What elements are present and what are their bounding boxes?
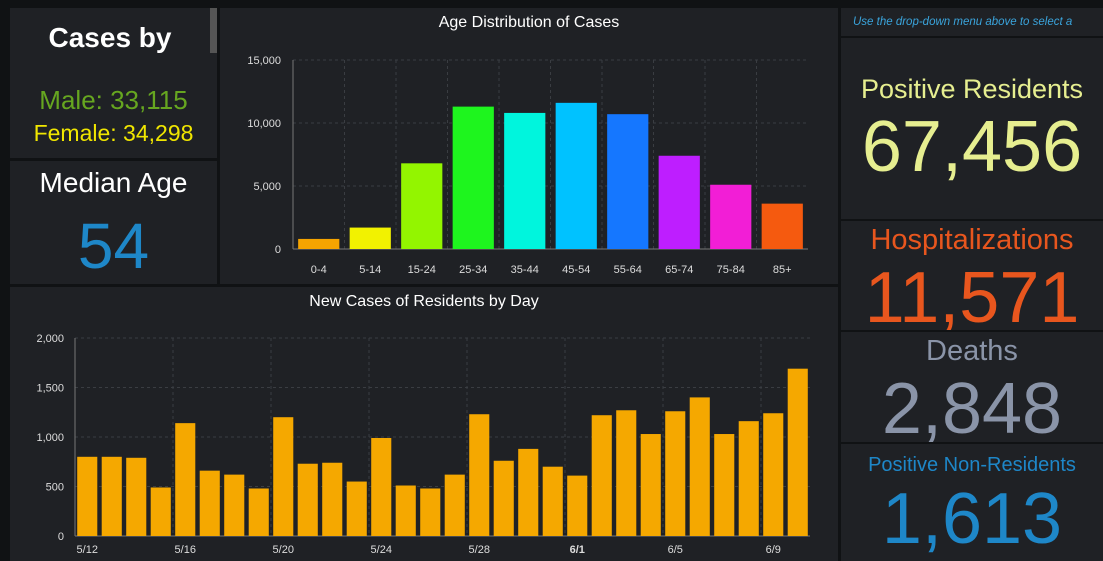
y-tick-label: 0	[58, 531, 64, 543]
bar-5/27	[444, 474, 465, 536]
positive-residents-panel: Positive Residents 67,456	[841, 38, 1103, 219]
x-tick-label: 5-14	[359, 264, 381, 276]
bar-5/31	[542, 466, 563, 536]
new-cases-chart: 0 500 1,000 1,500 2,000 5/12 5/16 5/20 5/24 5/28 6…	[36, 333, 810, 556]
y-tick-label: 2,000	[36, 333, 64, 345]
bar-6/5	[665, 411, 686, 536]
bar-5-14	[349, 227, 391, 249]
day-chart-title: New Cases of Residents by Day	[309, 293, 539, 310]
bar-45-54	[555, 102, 597, 249]
y-tick-label: 1,500	[36, 383, 64, 395]
x-tick-label: 5/24	[371, 544, 392, 556]
bar-25-34	[452, 106, 494, 250]
median-age-label: Median Age	[39, 167, 188, 198]
bar-5/19	[248, 488, 269, 536]
bar-5/17	[199, 470, 220, 536]
x-tick-label: 65-74	[665, 264, 693, 276]
x-tick-label: 0-4	[311, 264, 327, 276]
positive-non-residents-value: 1,613	[881, 479, 1063, 559]
x-tick-label: 55-64	[614, 264, 642, 276]
deaths-panel: Deaths 2,848	[841, 332, 1103, 442]
x-tick-label: 75-84	[717, 264, 745, 276]
bar-6/7	[714, 434, 735, 536]
x-tick-label: 25-34	[459, 264, 487, 276]
bar-5/12	[77, 456, 98, 536]
instructions-text: Use the drop-down menu above to select a	[841, 8, 1103, 36]
x-tick-label: 5/12	[77, 544, 98, 556]
age-chart-title: Age Distribution of Cases	[438, 14, 620, 31]
bar-6/3	[616, 410, 637, 536]
deaths-label: Deaths	[926, 335, 1018, 367]
bar-5/23	[346, 481, 367, 536]
x-tick-label: 35-44	[511, 264, 539, 276]
hospitalizations-value: 11,571	[864, 258, 1080, 330]
bar-85+	[761, 203, 803, 249]
bar-5/25	[395, 485, 416, 536]
bar-5/22	[322, 462, 343, 536]
deaths-value: 2,848	[881, 369, 1063, 442]
hospitalizations-label: Hospitalizations	[870, 224, 1074, 256]
bar-55-64	[607, 114, 649, 250]
y-tick-label: 1,000	[36, 432, 64, 444]
bar-6/4	[640, 434, 661, 536]
bar-5/24	[371, 437, 392, 536]
x-tick-label: 6/5	[668, 544, 683, 556]
y-tick-label: 0	[275, 244, 281, 256]
bar-6/1	[567, 475, 588, 536]
bar-6/10	[787, 368, 808, 536]
x-tick-label: 15-24	[408, 264, 436, 276]
bar-65-74	[658, 155, 700, 249]
x-tick-label: 45-54	[562, 264, 590, 276]
age-distribution-chart: 0 5,000 10,000 15,000 0-4 5-14 15-24 25-34 35-44…	[247, 55, 808, 276]
age-distribution-panel: Age Distribution of Cases 0 5,000 10,000 15…	[220, 8, 838, 284]
bar-5/21	[297, 463, 318, 536]
bar-6/9	[763, 413, 784, 536]
bar-6/8	[738, 421, 759, 536]
positive-residents-label: Positive Residents	[860, 74, 1084, 104]
bar-5/28	[469, 414, 490, 536]
male-cases-label: Male: 33,115	[39, 85, 188, 115]
bar-5/20	[273, 417, 294, 536]
y-tick-label: 500	[46, 482, 64, 494]
positive-non-residents-panel: Positive Non-Residents 1,613	[841, 444, 1103, 561]
bar-6/2	[591, 415, 612, 536]
x-tick-label: 6/9	[766, 544, 781, 556]
bar-5/14	[126, 457, 147, 536]
x-tick-label: 85+	[773, 264, 792, 276]
bar-15-24	[401, 163, 443, 249]
y-tick-label: 10,000	[247, 118, 281, 130]
cases-by-title: Cases by	[48, 22, 172, 53]
x-tick-label: 5/20	[273, 544, 294, 556]
x-tick-label: 6/1	[570, 544, 585, 556]
median-age-value: 54	[77, 210, 150, 282]
positive-non-residents-label: Positive Non-Residents	[868, 454, 1076, 476]
y-tick-label: 15,000	[247, 55, 281, 67]
scrollbar-thumb[interactable]	[210, 8, 217, 53]
hospitalizations-panel: Hospitalizations 11,571	[841, 221, 1103, 330]
bar-0-4	[298, 238, 340, 249]
median-age-panel: Median Age 54	[10, 161, 217, 284]
x-tick-label: 5/16	[175, 544, 196, 556]
bar-35-44	[504, 112, 546, 249]
positive-residents-value: 67,456	[861, 107, 1083, 187]
female-cases-label: Female: 34,298	[33, 120, 194, 146]
cases-by-sex-panel: Cases by Male: 33,115 Female: 34,298	[10, 8, 217, 158]
bar-5/30	[518, 448, 539, 536]
bar-5/29	[493, 460, 514, 536]
bar-5/15	[150, 487, 171, 536]
y-tick-label: 5,000	[253, 181, 281, 193]
bar-75-84	[710, 184, 752, 249]
bar-5/18	[224, 474, 245, 536]
bar-6/6	[689, 397, 710, 536]
bar-5/16	[175, 423, 196, 536]
new-cases-panel: New Cases of Residents by Day 0 500 1,000 1…	[10, 287, 838, 561]
bar-5/26	[420, 488, 441, 536]
x-tick-label: 5/28	[469, 544, 490, 556]
bar-5/13	[101, 456, 122, 536]
